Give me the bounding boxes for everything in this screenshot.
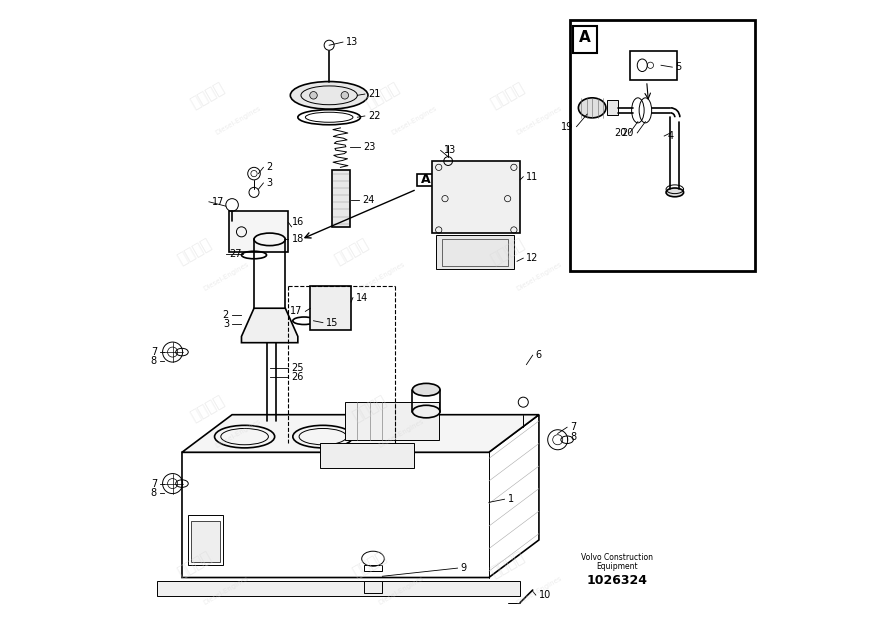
Text: 8: 8 — [150, 488, 157, 498]
Text: 2: 2 — [222, 309, 229, 320]
Text: 紫发动门: 紫发动门 — [331, 237, 370, 267]
Ellipse shape — [666, 188, 684, 197]
Text: Diesel-Engines: Diesel-Engines — [377, 418, 425, 449]
Text: 3: 3 — [222, 319, 229, 329]
Text: 4: 4 — [668, 131, 674, 141]
Bar — [573, 26, 597, 53]
Text: 22: 22 — [368, 111, 380, 121]
Bar — [570, 20, 755, 270]
Bar — [435, 235, 514, 269]
Text: 15: 15 — [326, 318, 338, 328]
Text: 紫发动门: 紫发动门 — [175, 237, 214, 267]
Ellipse shape — [412, 384, 440, 396]
Bar — [441, 239, 507, 265]
Text: 1026324: 1026324 — [587, 574, 648, 586]
Text: 27: 27 — [229, 248, 241, 259]
Text: Diesel-Engines: Diesel-Engines — [202, 574, 249, 606]
Text: 21: 21 — [368, 89, 380, 99]
Text: 13: 13 — [444, 145, 456, 155]
Bar — [189, 515, 222, 565]
Text: 3: 3 — [266, 178, 272, 188]
Bar — [630, 52, 676, 80]
Text: 紫发动门: 紫发动门 — [363, 80, 402, 111]
Text: Diesel-Engines: Diesel-Engines — [390, 105, 438, 136]
Text: 2: 2 — [266, 162, 272, 172]
Text: 10: 10 — [539, 590, 551, 600]
Text: 紫发动门: 紫发动门 — [175, 549, 214, 581]
Text: 19: 19 — [561, 121, 573, 131]
Text: 8: 8 — [570, 431, 577, 442]
Text: A: A — [421, 174, 431, 186]
Circle shape — [341, 92, 349, 99]
Bar — [332, 170, 350, 227]
Text: Diesel-Engines: Diesel-Engines — [214, 418, 263, 449]
Text: Volvo Construction: Volvo Construction — [581, 553, 653, 562]
Bar — [433, 161, 520, 233]
Text: Diesel-Engines: Diesel-Engines — [377, 574, 425, 606]
Bar — [364, 565, 383, 571]
Text: 紫发动门: 紫发动门 — [488, 80, 527, 111]
Text: 紫发动门: 紫发动门 — [351, 549, 390, 581]
Text: 1: 1 — [507, 494, 514, 504]
Text: 17: 17 — [290, 306, 303, 316]
Text: 5: 5 — [676, 62, 682, 72]
Bar — [229, 211, 288, 252]
Text: Diesel-Engines: Diesel-Engines — [214, 105, 263, 136]
Circle shape — [310, 92, 317, 99]
Text: 20: 20 — [614, 128, 627, 138]
Polygon shape — [241, 308, 298, 343]
Text: 紫发动门: 紫发动门 — [188, 80, 227, 111]
Text: 8: 8 — [150, 357, 157, 367]
Text: 18: 18 — [292, 235, 303, 244]
Bar — [607, 101, 618, 115]
Text: A: A — [579, 30, 591, 45]
Text: 11: 11 — [526, 172, 538, 182]
Bar — [344, 402, 439, 440]
Polygon shape — [182, 415, 539, 577]
Text: Diesel-Engines: Diesel-Engines — [515, 574, 562, 606]
Text: 26: 26 — [292, 372, 304, 382]
Text: 17: 17 — [212, 197, 224, 207]
Text: 9: 9 — [461, 563, 466, 573]
Text: Diesel-Engines: Diesel-Engines — [359, 262, 406, 292]
Text: 7: 7 — [150, 347, 157, 357]
Text: 23: 23 — [364, 142, 376, 152]
Text: Equipment: Equipment — [596, 562, 638, 571]
Text: Diesel-Engines: Diesel-Engines — [515, 105, 562, 136]
Text: 7: 7 — [150, 479, 157, 489]
Text: 14: 14 — [356, 292, 368, 303]
Bar — [417, 174, 435, 186]
Bar — [320, 443, 414, 468]
Text: 25: 25 — [292, 363, 304, 373]
Bar — [157, 581, 520, 596]
Text: 12: 12 — [526, 253, 538, 263]
Text: 7: 7 — [570, 422, 577, 432]
Ellipse shape — [578, 98, 606, 118]
Bar — [311, 286, 351, 330]
Text: 24: 24 — [362, 195, 375, 205]
Text: Diesel-Engines: Diesel-Engines — [515, 262, 562, 292]
Text: 紫发动门: 紫发动门 — [488, 237, 527, 267]
Text: 紫发动门: 紫发动门 — [351, 393, 390, 424]
Text: 6: 6 — [536, 350, 542, 360]
Text: 13: 13 — [346, 37, 359, 47]
Ellipse shape — [290, 82, 368, 109]
Text: 紫发动门: 紫发动门 — [488, 549, 527, 581]
Text: 20: 20 — [622, 128, 634, 138]
Text: 紫发动门: 紫发动门 — [188, 393, 227, 424]
Bar — [364, 581, 383, 593]
Text: Diesel-Engines: Diesel-Engines — [202, 262, 249, 292]
Bar — [191, 521, 220, 562]
Text: 16: 16 — [292, 218, 303, 228]
Polygon shape — [182, 415, 539, 452]
